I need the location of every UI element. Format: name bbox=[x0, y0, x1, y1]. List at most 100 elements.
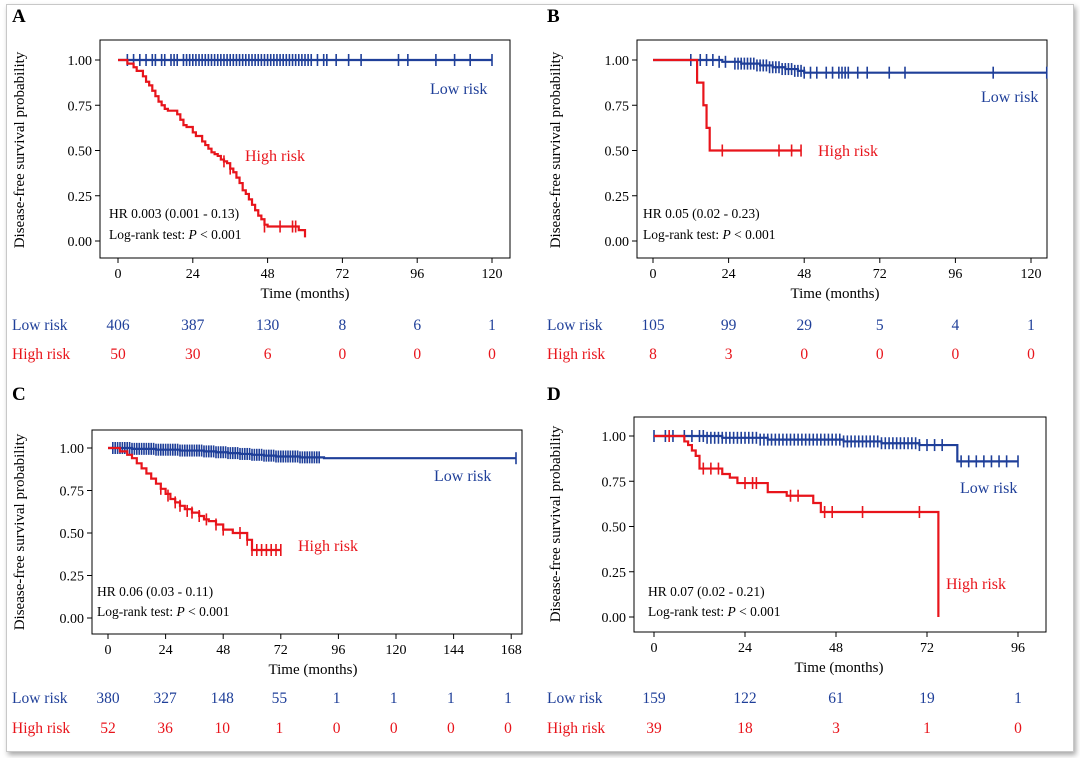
y-tick-label: 0.75 bbox=[60, 485, 85, 500]
y-tick-label: 0.50 bbox=[68, 145, 93, 160]
logrank-suffix: < 0.001 bbox=[731, 227, 776, 242]
high-risk-curve bbox=[653, 58, 802, 152]
logrank-suffix: < 0.001 bbox=[197, 227, 242, 242]
risk-table-low-count: 130 bbox=[256, 317, 280, 334]
y-tick-label: 1.00 bbox=[602, 430, 627, 445]
risk-table-low-count: 387 bbox=[181, 317, 205, 334]
risk-table-low-count: 1 bbox=[390, 690, 398, 707]
logrank-prefix: Log-rank test: bbox=[109, 227, 188, 242]
risk-table-low-count: 122 bbox=[733, 690, 756, 707]
x-tick-label: 0 bbox=[105, 643, 112, 658]
risk-table-high-count: 0 bbox=[1027, 346, 1035, 363]
risk-table-low-count: 8 bbox=[339, 317, 347, 334]
risk-table-low-count: 29 bbox=[796, 317, 812, 334]
risk-table-low-label: Low risk bbox=[12, 317, 68, 334]
risk-table-high-count: 50 bbox=[110, 346, 126, 363]
y-tick-label: 0.25 bbox=[68, 190, 93, 205]
y-tick-label: 0.25 bbox=[605, 190, 630, 205]
y-axis-label: Disease-free survival probability bbox=[12, 51, 28, 248]
x-tick-label: 0 bbox=[115, 267, 122, 282]
y-tick-label: 0.75 bbox=[602, 475, 627, 490]
logrank-prefix: Log-rank test: bbox=[97, 604, 176, 619]
risk-table-high-count: 1 bbox=[276, 720, 284, 737]
y-tick-label: 1.00 bbox=[68, 54, 93, 69]
x-axis-label: Time (months) bbox=[268, 662, 357, 678]
risk-table-low-count: 5 bbox=[876, 317, 884, 334]
logrank-p: P bbox=[175, 604, 184, 619]
risk-table-high-count: 8 bbox=[649, 346, 657, 363]
x-tick-label: 96 bbox=[331, 643, 345, 658]
risk-table-high-label: High risk bbox=[12, 346, 70, 363]
panel-label: D bbox=[547, 384, 561, 405]
plot-area bbox=[636, 39, 1048, 259]
panel-label: C bbox=[12, 384, 26, 405]
y-tick-label: 0.75 bbox=[605, 99, 630, 114]
risk-table-low-count: 380 bbox=[96, 690, 120, 707]
risk-table-high-count: 0 bbox=[800, 346, 808, 363]
risk-table-low-count: 1 bbox=[488, 317, 496, 334]
risk-table-low-count: 4 bbox=[952, 317, 960, 334]
risk-table-low-count: 1 bbox=[333, 690, 341, 707]
x-tick-label: 48 bbox=[797, 267, 811, 282]
x-tick-label: 120 bbox=[482, 267, 503, 282]
risk-table-low-count: 148 bbox=[211, 690, 235, 707]
y-tick-label: 0.00 bbox=[605, 235, 630, 250]
risk-table-high-count: 0 bbox=[390, 720, 398, 737]
high-risk-curve bbox=[654, 434, 940, 617]
panel-label: A bbox=[12, 6, 26, 27]
risk-table-high-count: 30 bbox=[185, 346, 201, 363]
risk-table-high-count: 39 bbox=[646, 720, 662, 737]
x-tick-label: 120 bbox=[386, 643, 407, 658]
logrank-text: Log-rank test: P < 0.001 bbox=[648, 604, 780, 619]
risk-table-high-count: 6 bbox=[264, 346, 272, 363]
plot-area bbox=[91, 429, 523, 635]
risk-table-high-label: High risk bbox=[547, 346, 605, 363]
x-tick-label: 0 bbox=[650, 267, 657, 282]
logrank-prefix: Log-rank test: bbox=[643, 227, 722, 242]
risk-table-low-label: Low risk bbox=[547, 317, 603, 334]
hazard-ratio-text: HR 0.003 (0.001 - 0.13) bbox=[109, 206, 239, 221]
risk-table-low-count: 1 bbox=[1027, 317, 1035, 334]
y-tick-label: 0.00 bbox=[68, 235, 93, 250]
risk-table-high-count: 36 bbox=[157, 720, 173, 737]
risk-table-high-count: 0 bbox=[504, 720, 512, 737]
risk-table-high-count: 3 bbox=[725, 346, 733, 363]
y-tick-label: 0.00 bbox=[60, 612, 85, 627]
x-tick-label: 72 bbox=[873, 267, 887, 282]
risk-table-low-count: 159 bbox=[642, 690, 666, 707]
x-tick-label: 96 bbox=[948, 267, 962, 282]
x-tick-label: 48 bbox=[216, 643, 230, 658]
plot-area bbox=[99, 39, 511, 259]
x-tick-label: 0 bbox=[651, 641, 658, 656]
x-tick-label: 72 bbox=[920, 641, 934, 656]
logrank-text: Log-rank test: P < 0.001 bbox=[109, 227, 241, 242]
risk-table-high-count: 3 bbox=[832, 720, 840, 737]
hazard-ratio-text: HR 0.06 (0.03 - 0.11) bbox=[97, 584, 213, 599]
plot-area bbox=[633, 416, 1047, 633]
risk-table-low-count: 6 bbox=[413, 317, 421, 334]
y-tick-label: 0.50 bbox=[602, 521, 627, 536]
x-tick-label: 72 bbox=[335, 267, 349, 282]
y-tick-label: 0.25 bbox=[602, 566, 627, 581]
risk-table-low-count: 99 bbox=[721, 317, 737, 334]
x-tick-label: 24 bbox=[738, 641, 752, 656]
low-risk-label: Low risk bbox=[430, 81, 487, 98]
x-tick-label: 72 bbox=[274, 643, 288, 658]
x-tick-label: 96 bbox=[410, 267, 424, 282]
figure-frame bbox=[6, 4, 1074, 752]
risk-table-high-count: 0 bbox=[1014, 720, 1022, 737]
risk-table-low-count: 1 bbox=[1014, 690, 1022, 707]
x-tick-label: 24 bbox=[159, 643, 173, 658]
y-tick-label: 0.75 bbox=[68, 99, 93, 114]
panel-a: A 0.00 0.25 0.50 0.75 1.00 0 24 48 72 96 120 Time (m… bbox=[12, 6, 511, 363]
risk-table-high-count: 0 bbox=[413, 346, 421, 363]
y-tick-label: 1.00 bbox=[605, 54, 630, 69]
risk-table-high-count: 18 bbox=[737, 720, 753, 737]
logrank-suffix: < 0.001 bbox=[185, 604, 230, 619]
risk-table-high-label: High risk bbox=[12, 720, 70, 737]
risk-table-low-label: Low risk bbox=[12, 690, 68, 707]
logrank-prefix: Log-rank test: bbox=[648, 604, 727, 619]
y-tick-label: 0.50 bbox=[605, 145, 630, 160]
high-risk-curve bbox=[118, 58, 307, 238]
